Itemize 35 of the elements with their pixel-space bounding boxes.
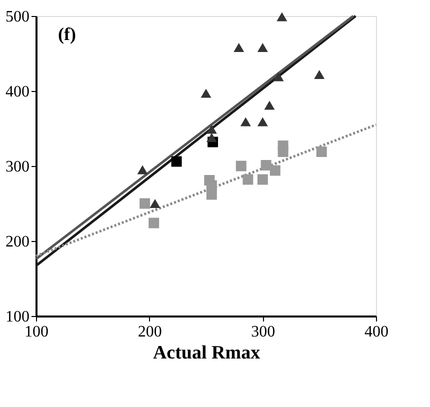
y-tick-label: 100 [6, 308, 30, 326]
point [260, 160, 272, 170]
x-tick-label: 400 [364, 324, 388, 340]
point [240, 117, 251, 126]
x-tick-label: 300 [251, 324, 276, 340]
point [276, 12, 288, 22]
y-tick-label: 400 [6, 84, 30, 100]
point [257, 174, 268, 185]
annotation: (f) [58, 24, 76, 44]
x-tick-label: 100 [24, 324, 48, 340]
point [257, 42, 268, 52]
point [270, 165, 280, 176]
point [150, 198, 160, 208]
point [140, 198, 150, 209]
point [234, 42, 244, 52]
x-tick-label: 200 [138, 324, 162, 340]
point [236, 160, 246, 172]
point [242, 174, 254, 185]
point [257, 117, 268, 126]
y-tick-label: 500 [6, 8, 30, 26]
point [200, 88, 212, 98]
point [206, 189, 217, 200]
point [206, 124, 217, 134]
point [148, 218, 160, 228]
point [278, 146, 288, 157]
point [264, 100, 275, 110]
point [316, 146, 327, 157]
y-tick-label: 300 [6, 158, 30, 176]
point [137, 165, 148, 174]
point [273, 72, 284, 82]
point [206, 132, 217, 142]
x-axis-title: Actual Rmax [152, 342, 261, 364]
point [314, 70, 325, 80]
point [171, 156, 182, 167]
y-tick-label: 200 [6, 234, 30, 250]
